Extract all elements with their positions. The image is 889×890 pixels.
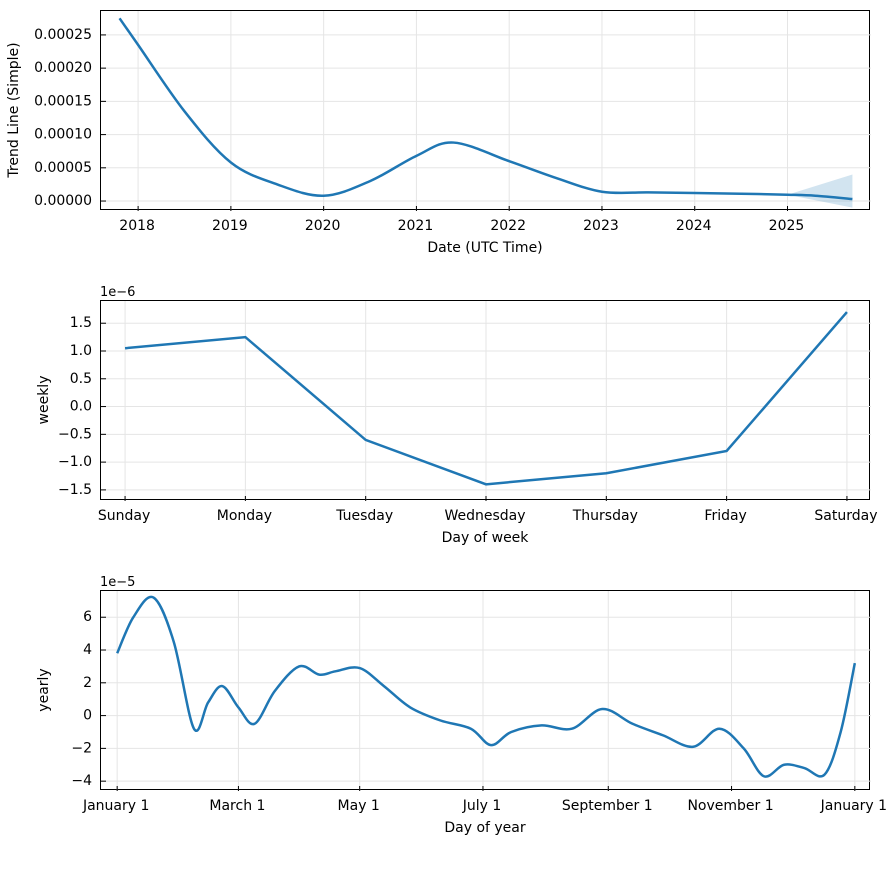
svg-text:−4: −4 (71, 773, 92, 789)
svg-text:0.5: 0.5 (70, 371, 92, 387)
yearly-yticks: −4 −2 0 2 4 6 (71, 609, 92, 789)
svg-text:2018: 2018 (119, 218, 155, 234)
svg-text:−0.5: −0.5 (58, 426, 92, 442)
weekly-panel: SundayMondayTuesdayWednesdayThursdayFrid… (100, 300, 870, 500)
weekly-xlabel: Day of week (442, 530, 530, 546)
svg-text:0.00005: 0.00005 (34, 160, 92, 176)
svg-text:November 1: November 1 (687, 798, 773, 814)
svg-text:Tuesday: Tuesday (335, 508, 393, 524)
svg-text:−1.0: −1.0 (58, 454, 92, 470)
yearly-offset-text: 1e−5 (100, 575, 135, 590)
trend-tickmarks (101, 35, 788, 211)
yearly-xticks: January 1 March 1 May 1 July 1 September 1 No… (82, 798, 887, 814)
svg-text:2021: 2021 (398, 218, 434, 234)
yearly-plot-area (100, 590, 870, 790)
svg-text:−2: −2 (71, 740, 92, 756)
svg-text:0.00000: 0.00000 (34, 193, 92, 209)
svg-text:−1.5: −1.5 (58, 482, 92, 498)
trend-xlabel: Date (UTC Time) (427, 240, 542, 256)
svg-text:July 1: July 1 (462, 798, 502, 814)
weekly-xticks: Sunday Monday Tuesday Wednesday Thursday Frid… (98, 508, 878, 524)
weekly-ylabel: weekly (36, 376, 52, 425)
yearly-svg (101, 591, 871, 791)
weekly-svg (101, 301, 871, 501)
svg-text:Sunday: Sunday (98, 508, 150, 524)
svg-text:September 1: September 1 (562, 798, 653, 814)
trend-uncertainty (788, 174, 853, 207)
svg-text:January 1: January 1 (820, 798, 887, 814)
trend-series (120, 18, 853, 199)
trend-grid (101, 11, 871, 211)
svg-text:0.00020: 0.00020 (34, 60, 92, 76)
svg-text:0.0: 0.0 (70, 399, 92, 415)
trend-ylabel: Trend Line (Simple) (6, 42, 22, 178)
weekly-plot-area (100, 300, 870, 500)
svg-text:2019: 2019 (212, 218, 248, 234)
yearly-ylabel: yearly (36, 668, 52, 711)
svg-text:0.00010: 0.00010 (34, 127, 92, 143)
trend-xticks: 2018 2019 2020 2021 2022 2023 2024 2025 (119, 218, 804, 234)
weekly-tickmarks (101, 323, 847, 501)
trend-svg (101, 11, 871, 211)
svg-text:Saturday: Saturday (814, 508, 877, 524)
svg-text:Friday: Friday (704, 508, 746, 524)
svg-text:6: 6 (83, 609, 92, 625)
figure: 2018 2019 2020 2021 2022 2023 2024 2025 0.00000… (0, 0, 889, 889)
svg-text:0: 0 (83, 708, 92, 724)
svg-text:March 1: March 1 (209, 798, 265, 814)
svg-text:January 1: January 1 (82, 798, 149, 814)
weekly-yticks: −1.5 −1.0 −0.5 0.0 0.5 1.0 1.5 (58, 315, 92, 498)
yearly-series (117, 597, 855, 777)
svg-text:0.00015: 0.00015 (34, 93, 92, 109)
trend-plot-area (100, 10, 870, 210)
svg-text:2: 2 (83, 675, 92, 691)
svg-text:May 1: May 1 (338, 798, 380, 814)
svg-text:2024: 2024 (676, 218, 712, 234)
weekly-offset-text: 1e−6 (100, 285, 135, 300)
svg-text:2025: 2025 (769, 218, 805, 234)
svg-text:1.5: 1.5 (70, 315, 92, 331)
svg-text:Wednesday: Wednesday (444, 508, 525, 524)
trend-yticks: 0.00000 0.00005 0.00010 0.00015 0.00020 0.000… (34, 27, 92, 209)
svg-text:4: 4 (83, 642, 92, 658)
svg-text:Monday: Monday (217, 508, 272, 524)
svg-text:2022: 2022 (490, 218, 526, 234)
svg-text:2020: 2020 (305, 218, 341, 234)
svg-text:0.00025: 0.00025 (34, 27, 92, 43)
yearly-tickmarks (101, 617, 855, 791)
svg-text:2023: 2023 (583, 218, 619, 234)
trend-panel: 20182019202020212022202320242025 0.00000… (100, 10, 870, 210)
yearly-panel: January 1March 1May 1July 1September 1No… (100, 590, 870, 790)
svg-text:1.0: 1.0 (70, 343, 92, 359)
svg-text:Thursday: Thursday (572, 508, 638, 524)
yearly-xlabel: Day of year (444, 820, 526, 836)
weekly-grid (101, 301, 871, 501)
